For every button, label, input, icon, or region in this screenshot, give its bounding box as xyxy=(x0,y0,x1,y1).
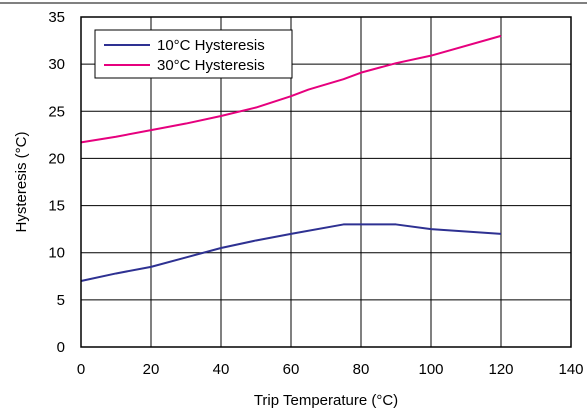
y-tick-label: 20 xyxy=(48,150,65,167)
y-tick-label: 35 xyxy=(48,9,65,26)
series-line-10c xyxy=(80,223,502,282)
y-tick-label: 0 xyxy=(57,339,65,356)
x-tick-label: 80 xyxy=(353,361,370,378)
y-tick-label: 10 xyxy=(48,245,65,262)
x-tick-label: 40 xyxy=(213,361,230,378)
y-tick-label: 25 xyxy=(48,103,65,120)
x-tick-label: 100 xyxy=(418,361,443,378)
x-tick-labels: 0 20 40 60 80 100 120 140 xyxy=(77,361,584,378)
x-tick-label: 120 xyxy=(488,361,513,378)
y-tick-label: 30 xyxy=(48,56,65,73)
series-lines xyxy=(80,34,502,282)
legend: 10°C Hysteresis 30°C Hysteresis xyxy=(94,29,293,79)
plot-frame xyxy=(80,16,572,348)
x-tick-label: 140 xyxy=(558,361,583,378)
legend-box xyxy=(94,29,293,79)
x-axis-title: Trip Temperature (°C) xyxy=(254,392,398,409)
y-tick-label: 15 xyxy=(48,198,65,215)
y-axis-title: Hysteresis (°C) xyxy=(13,131,30,232)
legend-label-10c: 10°C Hysteresis xyxy=(157,37,265,54)
x-tick-label: 0 xyxy=(77,361,85,378)
legend-label-30c: 30°C Hysteresis xyxy=(157,57,265,74)
y-tick-label: 5 xyxy=(57,292,65,309)
x-tick-label: 60 xyxy=(283,361,300,378)
series-line-30c xyxy=(80,34,502,144)
y-tick-labels: 0 5 10 15 20 25 30 35 xyxy=(48,9,65,356)
x-tick-label: 20 xyxy=(143,361,160,378)
